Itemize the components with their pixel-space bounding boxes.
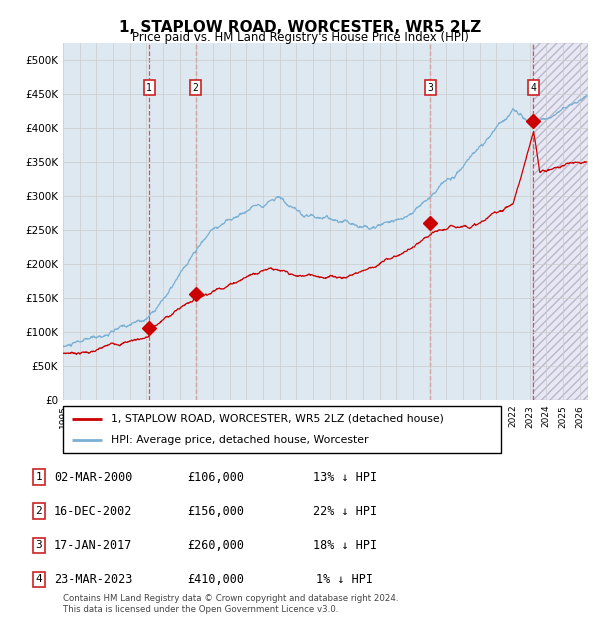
Text: £106,000: £106,000 [187, 471, 245, 484]
Text: HPI: Average price, detached house, Worcester: HPI: Average price, detached house, Worc… [111, 435, 368, 445]
Text: £410,000: £410,000 [187, 573, 245, 586]
Text: 23-MAR-2023: 23-MAR-2023 [54, 573, 132, 586]
Text: 1, STAPLOW ROAD, WORCESTER, WR5 2LZ (detached house): 1, STAPLOW ROAD, WORCESTER, WR5 2LZ (det… [111, 414, 444, 423]
Text: 1% ↓ HPI: 1% ↓ HPI [317, 573, 373, 586]
Text: 1: 1 [146, 82, 152, 92]
Text: 16-DEC-2002: 16-DEC-2002 [54, 505, 132, 518]
Text: 4: 4 [35, 574, 43, 585]
Text: Price paid vs. HM Land Registry's House Price Index (HPI): Price paid vs. HM Land Registry's House … [131, 31, 469, 44]
Text: £260,000: £260,000 [187, 539, 245, 552]
Text: 2: 2 [35, 506, 43, 516]
Text: 2: 2 [193, 82, 199, 92]
Text: 18% ↓ HPI: 18% ↓ HPI [313, 539, 377, 552]
Text: 3: 3 [35, 540, 43, 551]
Text: Contains HM Land Registry data © Crown copyright and database right 2024.
This d: Contains HM Land Registry data © Crown c… [63, 595, 398, 614]
Text: 1, STAPLOW ROAD, WORCESTER, WR5 2LZ: 1, STAPLOW ROAD, WORCESTER, WR5 2LZ [119, 20, 481, 35]
Text: 13% ↓ HPI: 13% ↓ HPI [313, 471, 377, 484]
Bar [533, 43, 588, 400]
Text: 17-JAN-2017: 17-JAN-2017 [54, 539, 132, 552]
Text: £156,000: £156,000 [187, 505, 245, 518]
Text: 22% ↓ HPI: 22% ↓ HPI [313, 505, 377, 518]
Text: 3: 3 [427, 82, 433, 92]
Text: 02-MAR-2000: 02-MAR-2000 [54, 471, 132, 484]
FancyBboxPatch shape [63, 406, 501, 453]
Bar [533, 43, 588, 400]
Text: 1: 1 [35, 472, 43, 482]
Text: 4: 4 [530, 82, 536, 92]
